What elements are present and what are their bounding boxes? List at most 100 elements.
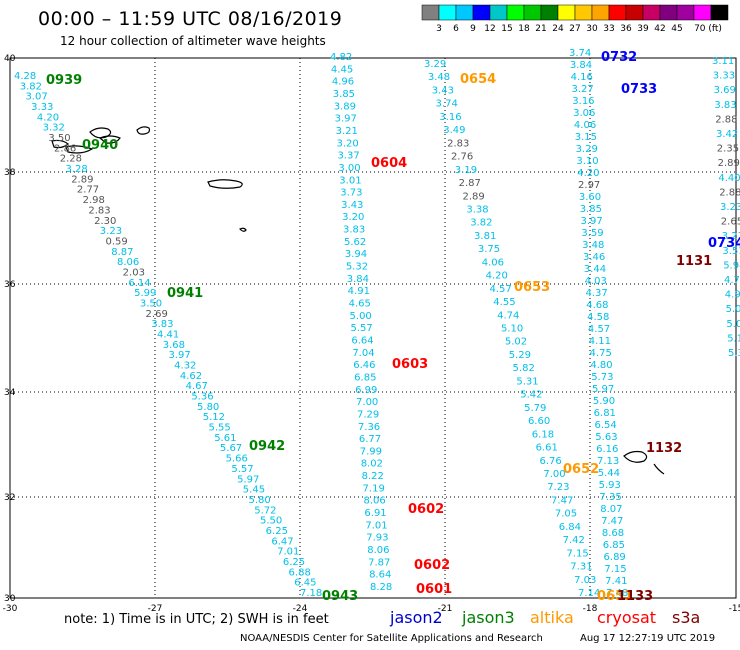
wave-height-value: 6.84 xyxy=(559,522,581,533)
colorbar-tick-label: 45 xyxy=(671,24,682,34)
wave-height-value: 7.47 xyxy=(601,516,623,527)
colorbar-swatch xyxy=(608,4,627,21)
colorbar-swatch xyxy=(557,4,576,21)
pass-time-labels: 0939 0940 0941 0942 0943 0604 0603 0602 0602 0601… xyxy=(46,50,740,604)
wave-height-value: 5.00 xyxy=(350,311,372,322)
wave-height-value: 3.84 xyxy=(570,60,592,71)
wave-height-value: 3.50 xyxy=(48,133,70,144)
wave-height-value: 3.06 xyxy=(573,108,595,119)
wave-height-value: 4.68 xyxy=(586,300,608,311)
wave-height-value: 5.32 xyxy=(346,262,368,273)
wave-height-value: 4.82 xyxy=(330,52,352,63)
wave-height-value: 4.55 xyxy=(493,297,515,308)
colorbar-tick-label: 9 xyxy=(470,24,476,34)
wave-height-value: 4.06 xyxy=(482,257,504,268)
wave-height-value: 7.18 xyxy=(300,588,322,599)
lon-tick-label: -27 xyxy=(148,604,163,614)
wave-height-value: 3.42 xyxy=(716,129,738,140)
wave-height-value: 5.05 xyxy=(726,304,740,315)
wave-height-value: 3.68 xyxy=(163,340,185,351)
wave-height-value: 2.76 xyxy=(451,152,473,163)
colorbar-swatch xyxy=(438,4,457,21)
wave-height-value: 5.99 xyxy=(134,288,156,299)
wave-height-value: 3.51 xyxy=(722,246,740,257)
wave-height-value: 4.20 xyxy=(577,168,599,179)
wave-height-value: 6.77 xyxy=(359,434,381,445)
wave-height-value: 7.31 xyxy=(570,562,592,573)
wave-height-value: 3.89 xyxy=(334,101,356,112)
wave-height-value: 5.50 xyxy=(260,516,282,527)
wave-height-value: 3.83 xyxy=(151,319,173,330)
colorbar-tick-label: 42 xyxy=(654,24,665,34)
wave-height-value: 3.27 xyxy=(571,84,593,95)
colorbar-swatch xyxy=(455,4,474,21)
wave-height-value: 3.20 xyxy=(337,138,359,149)
wave-height-value: 3.74 xyxy=(436,99,458,110)
wave-height-value: 6.89 xyxy=(604,552,626,563)
wave-height-value: 8.07 xyxy=(600,504,622,515)
wave-height-value: 2.89 xyxy=(71,174,93,185)
pass-time-label: 0604 xyxy=(371,156,407,171)
colorbar-tick-label: 30 xyxy=(586,24,598,34)
wave-height-value: 6.14 xyxy=(128,278,150,289)
colorbar-tick-label: 12 xyxy=(484,24,495,34)
colorbar-swatch xyxy=(710,4,729,21)
wave-height-value: 5.18 xyxy=(727,333,740,344)
wave-height-value: 3.97 xyxy=(335,114,357,125)
wave-height-value: 0.59 xyxy=(106,236,128,247)
wave-height-value: 7.29 xyxy=(357,409,379,420)
wave-height-value: 2.77 xyxy=(77,185,99,196)
pass-time-label: 0941 xyxy=(167,286,203,301)
wave-height-value: 2.28 xyxy=(60,154,82,165)
wave-height-value: 3.97 xyxy=(168,350,190,361)
wave-height-value: 6.60 xyxy=(528,416,550,427)
pass-time-label: 0942 xyxy=(249,439,285,454)
wave-height-value: 8.64 xyxy=(369,570,391,581)
pass-time-label: 0940 xyxy=(82,138,118,153)
wave-height-value: 3.21 xyxy=(336,126,358,137)
wave-height-value: 4.16 xyxy=(571,72,593,83)
wave-height-value: 8.06 xyxy=(363,496,385,507)
wave-height-value: 5.31 xyxy=(516,376,538,387)
wave-height-value: 3.29 xyxy=(576,144,598,155)
colorbar-swatch xyxy=(642,4,661,21)
pass-time-label: 1132 xyxy=(646,441,682,456)
title: 00:00 – 11:59 UTC 08/16/2019 xyxy=(38,8,343,30)
colorbar-swatch xyxy=(693,4,712,21)
wave-height-value: 3.20 xyxy=(342,212,364,223)
wave-height-value: 6.47 xyxy=(271,536,293,547)
wave-height-value: 7.19 xyxy=(363,483,385,494)
wave-height-value: 6.45 xyxy=(294,578,316,589)
lat-tick-label: 40 xyxy=(4,54,16,64)
wave-height-value: 5.94 xyxy=(723,260,740,271)
wave-height-value: 4.57 xyxy=(588,324,610,335)
wave-height-value: 3.01 xyxy=(339,175,361,186)
wave-height-value: 3.46 xyxy=(583,252,605,263)
wave-height-value: 3.21 xyxy=(722,231,740,242)
wave-height-value: 3.84 xyxy=(347,274,369,285)
wave-height-value: 2.88 xyxy=(719,187,740,198)
wave-height-value: 3.83 xyxy=(343,225,365,236)
pass-time-label: 0654 xyxy=(460,72,496,87)
wave-height-value: 3.00 xyxy=(338,163,360,174)
pass-time-label: 0652 xyxy=(563,462,599,477)
colorbar: 3 6 9 12 15 18 21 24 27 30 33 36 39 42 45 70 (ft) xyxy=(421,4,729,34)
colorbar-tick-label: 36 xyxy=(620,24,632,34)
wave-height-value: 6.61 xyxy=(536,443,558,454)
wave-height-value: 5.90 xyxy=(593,396,615,407)
wave-height-value: 2.88 xyxy=(715,114,737,125)
colorbar-swatch xyxy=(659,4,678,21)
wave-height-value: 2.69 xyxy=(146,309,168,320)
wave-height-value: 3.82 xyxy=(470,218,492,229)
colorbar-swatch xyxy=(676,4,695,21)
colorbar-swatch xyxy=(574,4,593,21)
wave-height-value: 5.12 xyxy=(203,412,225,423)
satellite-tracks: 4.283.823.073.334.203.323.502.862.283.28… xyxy=(14,48,740,599)
wave-height-value: 6.91 xyxy=(364,508,386,519)
wave-height-value: 4.57 xyxy=(489,284,511,295)
wave-height-value: 5.72 xyxy=(254,505,276,516)
colorbar-swatch xyxy=(421,4,440,21)
wave-height-value: 7.93 xyxy=(366,533,388,544)
wave-height-value: 3.10 xyxy=(576,156,598,167)
